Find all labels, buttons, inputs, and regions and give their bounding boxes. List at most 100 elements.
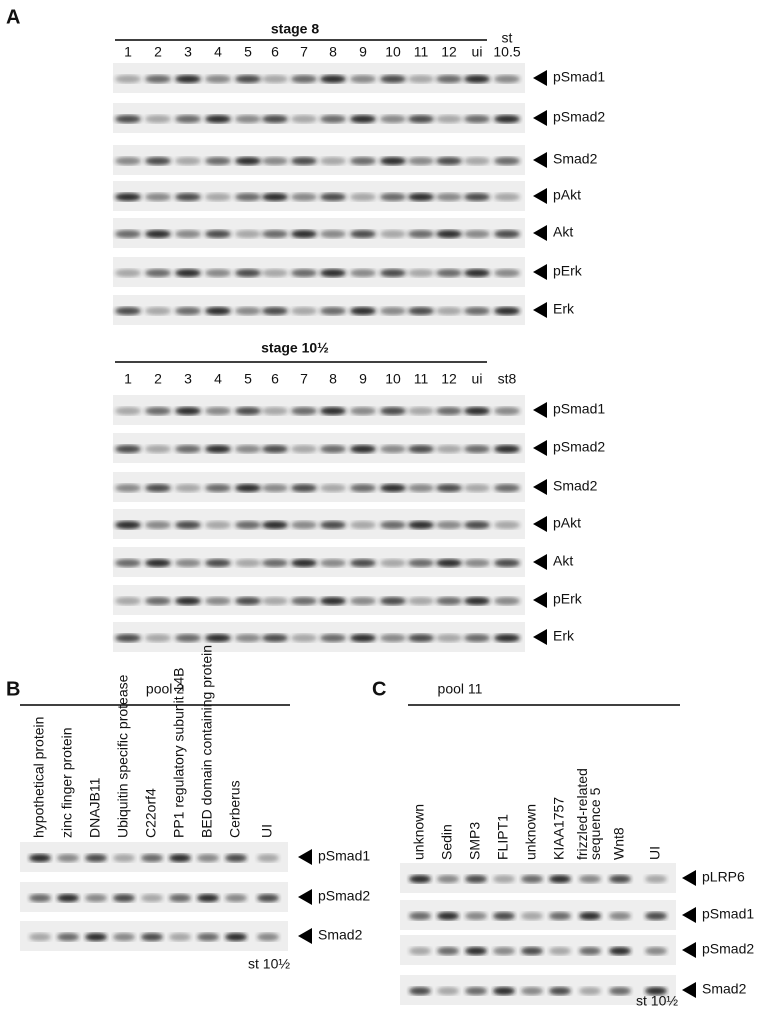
blot-strip xyxy=(113,509,525,539)
band xyxy=(262,484,288,492)
band xyxy=(197,854,219,862)
lane-label: 4 xyxy=(214,371,222,387)
arrow xyxy=(298,928,312,944)
band xyxy=(350,634,376,642)
band xyxy=(464,484,490,492)
band xyxy=(235,230,261,238)
lane-label: 7 xyxy=(300,371,308,387)
arrow xyxy=(533,188,547,204)
band xyxy=(115,407,141,415)
band xyxy=(436,521,462,529)
blot-strip xyxy=(113,181,525,211)
band xyxy=(115,634,141,642)
band xyxy=(291,597,317,605)
band xyxy=(579,912,601,920)
band xyxy=(115,269,141,277)
arrow xyxy=(533,592,547,608)
band xyxy=(145,230,171,238)
band xyxy=(262,307,288,315)
band xyxy=(493,947,515,955)
lane-label: Cerberus xyxy=(227,780,243,838)
band xyxy=(175,115,201,123)
band xyxy=(320,193,346,201)
band xyxy=(350,597,376,605)
blot-strip xyxy=(113,585,525,615)
row-label: Erk xyxy=(553,628,575,644)
band xyxy=(464,597,490,605)
arrow xyxy=(533,402,547,418)
lane-label: SMP3 xyxy=(467,822,483,860)
lane-label: 8 xyxy=(329,371,337,387)
band xyxy=(380,484,406,492)
band xyxy=(436,115,462,123)
band xyxy=(205,230,231,238)
band xyxy=(205,559,231,567)
band xyxy=(436,634,462,642)
band xyxy=(320,269,346,277)
band xyxy=(645,912,667,920)
band xyxy=(464,407,490,415)
band xyxy=(85,933,107,941)
band xyxy=(437,987,459,995)
arrow xyxy=(682,870,696,886)
lane-label: 6 xyxy=(271,371,279,387)
arrow xyxy=(533,225,547,241)
arrow xyxy=(682,982,696,998)
band xyxy=(464,307,490,315)
band xyxy=(549,947,571,955)
band xyxy=(235,157,261,165)
band xyxy=(494,157,520,165)
band xyxy=(205,193,231,201)
arrow xyxy=(682,907,696,923)
band xyxy=(262,521,288,529)
band xyxy=(262,445,288,453)
band xyxy=(145,307,171,315)
band xyxy=(320,75,346,83)
band xyxy=(85,854,107,862)
band xyxy=(521,875,543,883)
band xyxy=(380,407,406,415)
band xyxy=(409,912,431,920)
band xyxy=(645,947,667,955)
lane-label: 9 xyxy=(359,44,367,60)
lane-label: unknown xyxy=(411,804,427,860)
lane-label: KIAA1757 xyxy=(551,797,567,860)
row-label: pSmad2 xyxy=(702,941,754,957)
band xyxy=(291,269,317,277)
blot-strip xyxy=(113,395,525,425)
band xyxy=(291,445,317,453)
band xyxy=(380,597,406,605)
band xyxy=(225,854,247,862)
lane-label: C22orf4 xyxy=(143,788,159,838)
band xyxy=(145,407,171,415)
lane-label: 11 xyxy=(414,371,429,387)
band xyxy=(464,75,490,83)
lane-label: 3 xyxy=(184,44,192,60)
band xyxy=(113,894,135,902)
band xyxy=(29,854,51,862)
row-label: pLRP6 xyxy=(702,869,745,885)
band xyxy=(262,75,288,83)
band xyxy=(175,445,201,453)
arrow xyxy=(533,554,547,570)
row-label: pSmad2 xyxy=(553,109,605,125)
band xyxy=(350,269,376,277)
band xyxy=(262,597,288,605)
band xyxy=(175,521,201,529)
band xyxy=(235,597,261,605)
band xyxy=(197,894,219,902)
band xyxy=(493,987,515,995)
lane-label: UI xyxy=(647,846,663,860)
band xyxy=(436,193,462,201)
band xyxy=(408,445,434,453)
arrow xyxy=(533,152,547,168)
arrow xyxy=(533,110,547,126)
band xyxy=(493,912,515,920)
band xyxy=(145,193,171,201)
band xyxy=(57,933,79,941)
lane-label: UI xyxy=(259,824,275,838)
band xyxy=(494,634,520,642)
band xyxy=(235,193,261,201)
band xyxy=(29,933,51,941)
band xyxy=(145,115,171,123)
